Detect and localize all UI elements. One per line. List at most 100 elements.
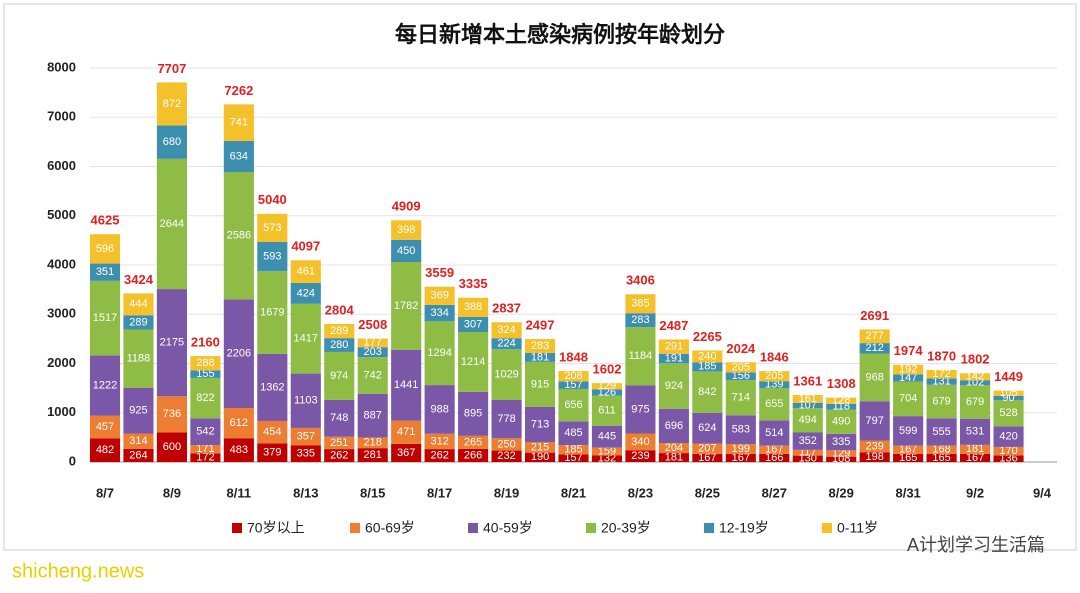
bar-segment [792, 449, 823, 456]
total-label: 2265 [693, 329, 722, 344]
bar-segment [926, 384, 957, 419]
segment-label: 283 [531, 340, 549, 352]
bar-segment [324, 436, 355, 450]
y-tick-label: 0 [69, 453, 76, 468]
segment-label: 167 [732, 452, 750, 464]
segment-label: 289 [129, 316, 147, 328]
legend-label: 12-19岁 [719, 520, 769, 536]
bar-segment [625, 450, 656, 462]
segment-label: 895 [464, 408, 482, 420]
bar-segment [759, 453, 790, 462]
bar-segment [223, 140, 254, 173]
bar-segment [290, 303, 321, 374]
segment-label: 277 [865, 330, 883, 342]
bar-segment [290, 445, 321, 462]
total-label: 2508 [358, 317, 387, 332]
segment-label: 280 [330, 339, 348, 351]
segment-label: 1441 [394, 379, 418, 391]
watermark: shicheng.news [12, 560, 144, 582]
bar-segment [324, 338, 355, 352]
segment-label: 240 [698, 350, 716, 362]
segment-label: 198 [865, 451, 883, 463]
x-tick-label: 8/17 [427, 485, 452, 500]
legend-swatch [704, 523, 714, 533]
bar-segment [324, 351, 355, 400]
y-tick-label: 1000 [47, 404, 76, 419]
segment-label: 655 [765, 398, 783, 410]
segment-label: 2586 [227, 230, 251, 242]
segment-label: 167 [765, 444, 783, 456]
segment-label: 369 [430, 290, 448, 302]
segment-label: 461 [297, 265, 315, 277]
segment-label: 388 [464, 301, 482, 313]
segment-label: 283 [631, 314, 649, 326]
segment-label: 156 [732, 370, 750, 382]
bar-segment [993, 446, 1024, 456]
segment-label: 656 [564, 399, 582, 411]
segment-label: 471 [397, 426, 415, 438]
segment-label: 181 [966, 443, 984, 455]
bar-segment [357, 393, 388, 438]
bar-segment [524, 406, 556, 443]
total-label: 3335 [459, 276, 488, 291]
segment-label: 742 [364, 369, 382, 381]
segment-label: 239 [631, 450, 649, 462]
total-label: 2487 [659, 318, 688, 333]
bar-segment [524, 442, 556, 453]
total-label: 2837 [492, 301, 521, 316]
segment-label: 555 [932, 426, 950, 438]
bar-segment [123, 448, 154, 462]
segment-label: 1188 [127, 353, 151, 365]
bar-segment [290, 373, 321, 428]
chart-title: 每日新增本土感染病例按年龄划分 [395, 22, 725, 47]
bar-segment [826, 409, 857, 434]
segment-label: 612 [230, 417, 248, 429]
bar-segment [190, 453, 221, 462]
bar-segment [658, 339, 689, 354]
bar-segment [792, 402, 823, 409]
bar-segment [156, 125, 187, 159]
bar-segment [759, 445, 790, 454]
bar-segment [324, 323, 355, 339]
bar-segment [391, 261, 422, 350]
segment-label: 207 [698, 443, 716, 455]
bar-segment [290, 282, 321, 304]
bar-segment [558, 388, 589, 422]
bar-segment [524, 339, 556, 353]
segment-label: 167 [698, 452, 716, 464]
total-label: 7707 [157, 61, 186, 76]
bar-segment [223, 438, 254, 462]
bar-segment [893, 416, 924, 446]
segment-label: 600 [163, 441, 181, 453]
segment-label: 262 [430, 449, 448, 461]
segment-label: 483 [230, 444, 248, 456]
segment-label: 444 [129, 298, 147, 310]
segment-label: 679 [966, 396, 984, 408]
segment-label: 105 [999, 387, 1017, 399]
segment-label: 312 [430, 435, 448, 447]
segment-label: 251 [330, 437, 348, 449]
bar-segment [89, 355, 121, 416]
bar-segment [692, 371, 723, 413]
bar-segment [759, 381, 790, 389]
bar-segment [859, 452, 890, 462]
bar-segment [89, 415, 121, 439]
total-label: 1870 [927, 348, 956, 363]
total-label: 2691 [860, 308, 889, 323]
segment-label: 262 [330, 449, 348, 461]
total-label: 1848 [559, 349, 588, 364]
segment-label: 192 [899, 363, 917, 375]
y-tick-label: 6000 [47, 158, 76, 173]
segment-label: 190 [531, 451, 549, 463]
bar-segment [491, 338, 522, 350]
x-tick-label: 8/15 [360, 485, 385, 500]
y-tick-label: 8000 [47, 59, 76, 74]
bar-segment [558, 445, 589, 455]
segment-label: 424 [297, 287, 315, 299]
bar-segment [558, 454, 589, 462]
legend-label: 60-69岁 [365, 520, 415, 536]
bar-segment [591, 389, 623, 396]
total-label: 1974 [894, 343, 924, 358]
bar-segment [458, 448, 489, 462]
bar-segment [458, 316, 489, 332]
